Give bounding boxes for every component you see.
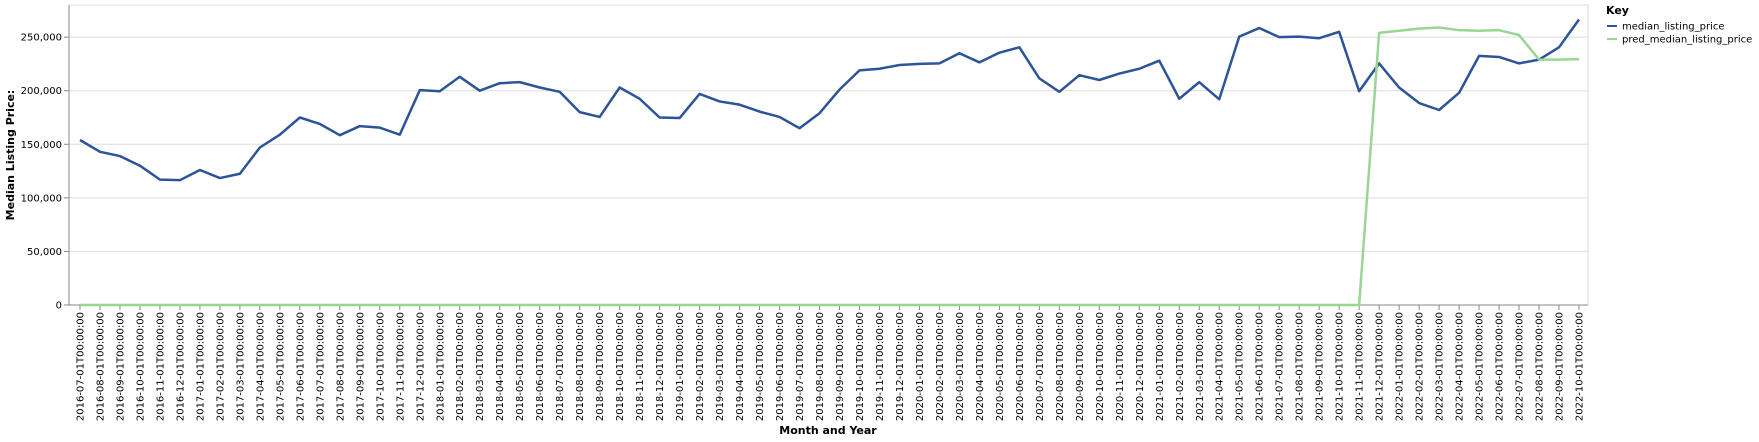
x-axis: 2016-07-01T00:00:00 2016-08-01T00:00:00 20… <box>69 304 1588 421</box>
x-tick-label: 2018-08-01T00:00:00 <box>575 312 586 421</box>
x-tick-label: 2021-05-01T00:00:00 <box>1235 312 1246 421</box>
x-tick-label: 2021-01-01T00:00:00 <box>1155 312 1166 421</box>
legend: Key median_listing_price pred_median_list… <box>1606 4 1752 46</box>
y-tick-label: 0 <box>56 301 62 312</box>
x-tick-label: 2020-01-01T00:00:00 <box>915 312 926 421</box>
x-tick-label: 2019-07-01T00:00:00 <box>795 312 806 421</box>
series-line-pred-median-listing-price <box>80 26 1580 307</box>
x-tick-label: 2017-10-01T00:00:00 <box>375 312 386 421</box>
x-tick-label: 2017-09-01T00:00:00 <box>355 312 366 421</box>
x-tick-label: 2016-08-01T00:00:00 <box>95 312 106 421</box>
x-tick-label: 2022-04-01T00:00:00 <box>1455 312 1466 421</box>
x-tick-label: 2021-03-01T00:00:00 <box>1195 312 1206 421</box>
x-tick-label: 2021-04-01T00:00:00 <box>1215 312 1226 421</box>
series-lines <box>79 18 1581 307</box>
x-tick-label: 2017-01-01T00:00:00 <box>195 312 206 421</box>
legend-title: Key <box>1606 4 1629 17</box>
x-tick-label: 2021-10-01T00:00:00 <box>1335 312 1346 421</box>
x-tick-label: 2016-11-01T00:00:00 <box>155 312 166 421</box>
x-tick-label: 2020-08-01T00:00:00 <box>1055 312 1066 421</box>
x-tick-label: 2020-07-01T00:00:00 <box>1035 312 1046 421</box>
x-tick-label: 2022-03-01T00:00:00 <box>1435 312 1446 421</box>
x-tick-label: 2020-04-01T00:00:00 <box>975 312 986 421</box>
plot-frame <box>68 4 1589 306</box>
y-axis-title: Median Listing Price: <box>4 90 17 221</box>
x-tick-label: 2022-01-01T00:00:00 <box>1395 312 1406 421</box>
x-tick-label: 2018-09-01T00:00:00 <box>595 312 606 421</box>
y-tick-label: 250,000 <box>21 33 62 44</box>
x-tick-label: 2018-02-01T00:00:00 <box>455 312 466 421</box>
x-tick-label: 2018-05-01T00:00:00 <box>515 312 526 421</box>
x-tick-label: 2020-02-01T00:00:00 <box>935 312 946 421</box>
x-tick-label: 2019-08-01T00:00:00 <box>815 312 826 421</box>
x-axis-title: Month and Year <box>779 424 877 437</box>
x-tick-label: 2021-02-01T00:00:00 <box>1175 312 1186 421</box>
y-tick-label: 100,000 <box>21 193 62 204</box>
x-tick-label: 2017-06-01T00:00:00 <box>295 312 306 421</box>
x-tick-label: 2020-12-01T00:00:00 <box>1135 312 1146 421</box>
x-tick-label: 2021-12-01T00:00:00 <box>1375 312 1386 421</box>
x-tick-label: 2022-06-01T00:00:00 <box>1495 312 1506 421</box>
x-tick-label: 2022-09-01T00:00:00 <box>1555 312 1566 421</box>
series-line-median-listing-price <box>79 18 1581 182</box>
x-tick-label: 2018-03-01T00:00:00 <box>475 312 486 421</box>
x-tick-label: 2019-06-01T00:00:00 <box>775 312 786 421</box>
x-tick-label: 2019-04-01T00:00:00 <box>735 312 746 421</box>
y-tick-label: 150,000 <box>21 140 62 151</box>
x-tick-label: 2017-07-01T00:00:00 <box>315 312 326 421</box>
x-tick-label: 2018-07-01T00:00:00 <box>555 312 566 421</box>
x-tick-label: 2019-12-01T00:00:00 <box>895 312 906 421</box>
x-tick-label: 2018-04-01T00:00:00 <box>495 312 506 421</box>
x-tick-label: 2019-01-01T00:00:00 <box>675 312 686 421</box>
legend-label: median_listing_price <box>1622 22 1725 33</box>
x-tick-label: 2018-12-01T00:00:00 <box>655 312 666 421</box>
x-tick-label: 2020-09-01T00:00:00 <box>1075 312 1086 421</box>
x-tick-label: 2020-05-01T00:00:00 <box>995 312 1006 421</box>
x-tick-label: 2017-05-01T00:00:00 <box>275 312 286 421</box>
x-tick-label: 2018-11-01T00:00:00 <box>635 312 646 421</box>
x-tick-label: 2021-09-01T00:00:00 <box>1315 312 1326 421</box>
y-tick-label: 50,000 <box>27 247 62 258</box>
x-tick-label: 2022-10-01T00:00:00 <box>1575 312 1586 421</box>
x-tick-label: 2021-06-01T00:00:00 <box>1255 312 1266 421</box>
x-tick-label: 2019-11-01T00:00:00 <box>875 312 886 421</box>
x-tick-label: 2019-09-01T00:00:00 <box>835 312 846 421</box>
x-tick-label: 2016-07-01T00:00:00 <box>76 312 87 421</box>
legend-label: pred_median_listing_price <box>1622 35 1752 46</box>
gridlines <box>69 36 1588 306</box>
x-tick-label: 2016-10-01T00:00:00 <box>135 312 146 421</box>
x-tick-label: 2019-02-01T00:00:00 <box>695 312 706 421</box>
x-tick-label: 2021-11-01T00:00:00 <box>1355 312 1366 421</box>
x-tick-label: 2022-07-01T00:00:00 <box>1515 312 1526 421</box>
x-tick-label: 2018-10-01T00:00:00 <box>615 312 626 421</box>
x-tick-label: 2022-05-01T00:00:00 <box>1475 312 1486 421</box>
x-tick-label: 2017-11-01T00:00:00 <box>395 312 406 421</box>
x-tick-label: 2017-08-01T00:00:00 <box>335 312 346 421</box>
x-tick-label: 2018-06-01T00:00:00 <box>535 312 546 421</box>
x-tick-label: 2016-12-01T00:00:00 <box>175 312 186 421</box>
x-tick-label: 2022-08-01T00:00:00 <box>1535 312 1546 421</box>
x-tick-label: 2017-03-01T00:00:00 <box>235 312 246 421</box>
x-tick-label: 2022-02-01T00:00:00 <box>1415 312 1426 421</box>
x-tick-label: 2021-07-01T00:00:00 <box>1275 312 1286 421</box>
x-tick-label: 2020-03-01T00:00:00 <box>955 312 966 421</box>
y-tick-label: 200,000 <box>21 86 62 97</box>
x-tick-label: 2020-11-01T00:00:00 <box>1115 312 1126 421</box>
x-tick-label: 2017-02-01T00:00:00 <box>215 312 226 421</box>
x-tick-label: 2019-10-01T00:00:00 <box>855 312 866 421</box>
x-tick-label: 2021-08-01T00:00:00 <box>1295 312 1306 421</box>
x-tick-label: 2019-05-01T00:00:00 <box>755 312 766 421</box>
x-tick-label: 2019-03-01T00:00:00 <box>715 312 726 421</box>
x-tick-label: 2016-09-01T00:00:00 <box>115 312 126 421</box>
x-tick-label: 2020-06-01T00:00:00 <box>1015 312 1026 421</box>
y-axis: 0 50,000 100,000 150,000 200,000 250,000 <box>21 5 70 312</box>
x-tick-label: 2020-10-01T00:00:00 <box>1095 312 1106 421</box>
x-tick-label: 2018-01-01T00:00:00 <box>435 312 446 421</box>
x-tick-label: 2017-12-01T00:00:00 <box>415 312 426 421</box>
x-tick-label: 2017-04-01T00:00:00 <box>255 312 266 421</box>
